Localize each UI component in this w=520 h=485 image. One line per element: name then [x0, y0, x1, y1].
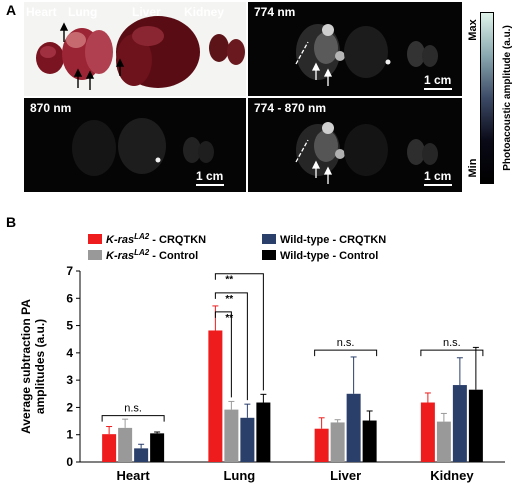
scalebar-label: 1 cm [424, 169, 452, 183]
scalebar [196, 184, 224, 186]
pa-image-774nm: 774 nm 1 cm [248, 2, 462, 96]
y-tick-label: 4 [66, 346, 73, 360]
bar [134, 448, 149, 462]
bar [256, 402, 271, 462]
y-tick-label: 1 [66, 428, 73, 442]
photo-label-heart: Heart [26, 5, 57, 19]
colorbar-text: Max Min Photoacoustic amplitude (a.u.) [467, 18, 513, 177]
pa-image-subtraction: 774 - 870 nm 1 cm [248, 98, 462, 192]
y-axis-label: Average subtraction PA [19, 299, 33, 434]
pa-image-774nm-drawing [295, 24, 438, 86]
significance-bracket [214, 292, 248, 401]
bar [468, 389, 483, 462]
organ-photo-drawing [36, 16, 245, 90]
bar [346, 393, 361, 462]
tile-title-870nm: 870 nm [30, 101, 72, 115]
legend-label: K-rasLA2 - CRQTKN [106, 232, 206, 246]
panel-a-label: A [6, 2, 17, 18]
legend-swatch [88, 250, 102, 260]
colorbar-max-label: Max [467, 18, 479, 40]
bar-chart: K-rasLA2 - CRQTKN K-rasLA2 - Control Wild-… [19, 232, 505, 483]
legend-label: Wild-type - CRQTKN [280, 234, 386, 246]
significance-bracket [101, 415, 165, 422]
y-tick-label: 2 [66, 400, 73, 414]
significance-label: ** [225, 294, 233, 305]
bar [452, 385, 467, 462]
significance-label: n.s. [443, 337, 461, 349]
significance-label: ** [225, 275, 233, 286]
legend-label: Wild-type - Control [280, 250, 378, 262]
x-tick-label: Lung [223, 468, 255, 483]
significance-bracket [214, 273, 264, 391]
bar [330, 422, 345, 462]
photo-label-liver: Liver [132, 5, 161, 19]
x-tick-label: Heart [117, 468, 151, 483]
legend-label: K-rasLA2 - Control [106, 248, 198, 262]
bar [208, 330, 223, 462]
significance-bracket [314, 349, 378, 357]
bar [420, 402, 435, 462]
photo-label-kidney: Kidney [184, 5, 225, 19]
scalebar-label: 1 cm [196, 169, 224, 183]
bar [436, 421, 451, 462]
y-tick-label: 3 [66, 373, 73, 387]
colorbar: Max Min Photoacoustic amplitude (a.u.) [466, 2, 518, 192]
significance-label: n.s. [124, 403, 142, 415]
organ-photo: Heart Lung Liver Kidney [24, 2, 246, 96]
bar [118, 427, 133, 462]
scalebar-label: 1 cm [424, 73, 452, 87]
colorbar-min-label: Min [467, 158, 479, 177]
colorbar-gradient [480, 12, 494, 184]
significance-bracket [214, 311, 232, 398]
y-axis-label: amplitudes (a.u.) [33, 319, 47, 414]
significance-bracket [420, 349, 484, 357]
bar [240, 417, 255, 462]
significance-label: n.s. [337, 337, 355, 349]
legend-swatch [262, 234, 276, 244]
bar [102, 434, 117, 462]
tile-title-subtraction: 774 - 870 nm [254, 101, 327, 115]
photo-label-lung: Lung [68, 5, 98, 19]
legend-swatch [88, 234, 102, 244]
y-tick-label: 6 [66, 291, 73, 305]
bar [224, 409, 239, 462]
panel-b-label: B [6, 214, 17, 230]
scalebar [424, 184, 452, 186]
pa-image-subtraction-drawing [295, 122, 438, 184]
x-tick-label: Liver [330, 468, 361, 483]
colorbar-title: Photoacoustic amplitude (a.u.) [502, 25, 513, 171]
scalebar [424, 88, 452, 90]
y-tick-label: 7 [66, 264, 73, 278]
legend-swatch [262, 250, 276, 260]
x-tick-label: Kidney [430, 468, 474, 483]
y-tick-label: 0 [66, 455, 73, 469]
bar [150, 433, 165, 462]
tile-title-774nm: 774 nm [254, 5, 296, 19]
pa-image-870nm: 870 nm 1 cm [24, 98, 246, 192]
bar [314, 428, 329, 462]
significance-label: ** [225, 313, 233, 324]
y-tick-label: 5 [66, 319, 73, 333]
pa-image-870nm-drawing [72, 118, 214, 176]
bar [362, 420, 377, 462]
